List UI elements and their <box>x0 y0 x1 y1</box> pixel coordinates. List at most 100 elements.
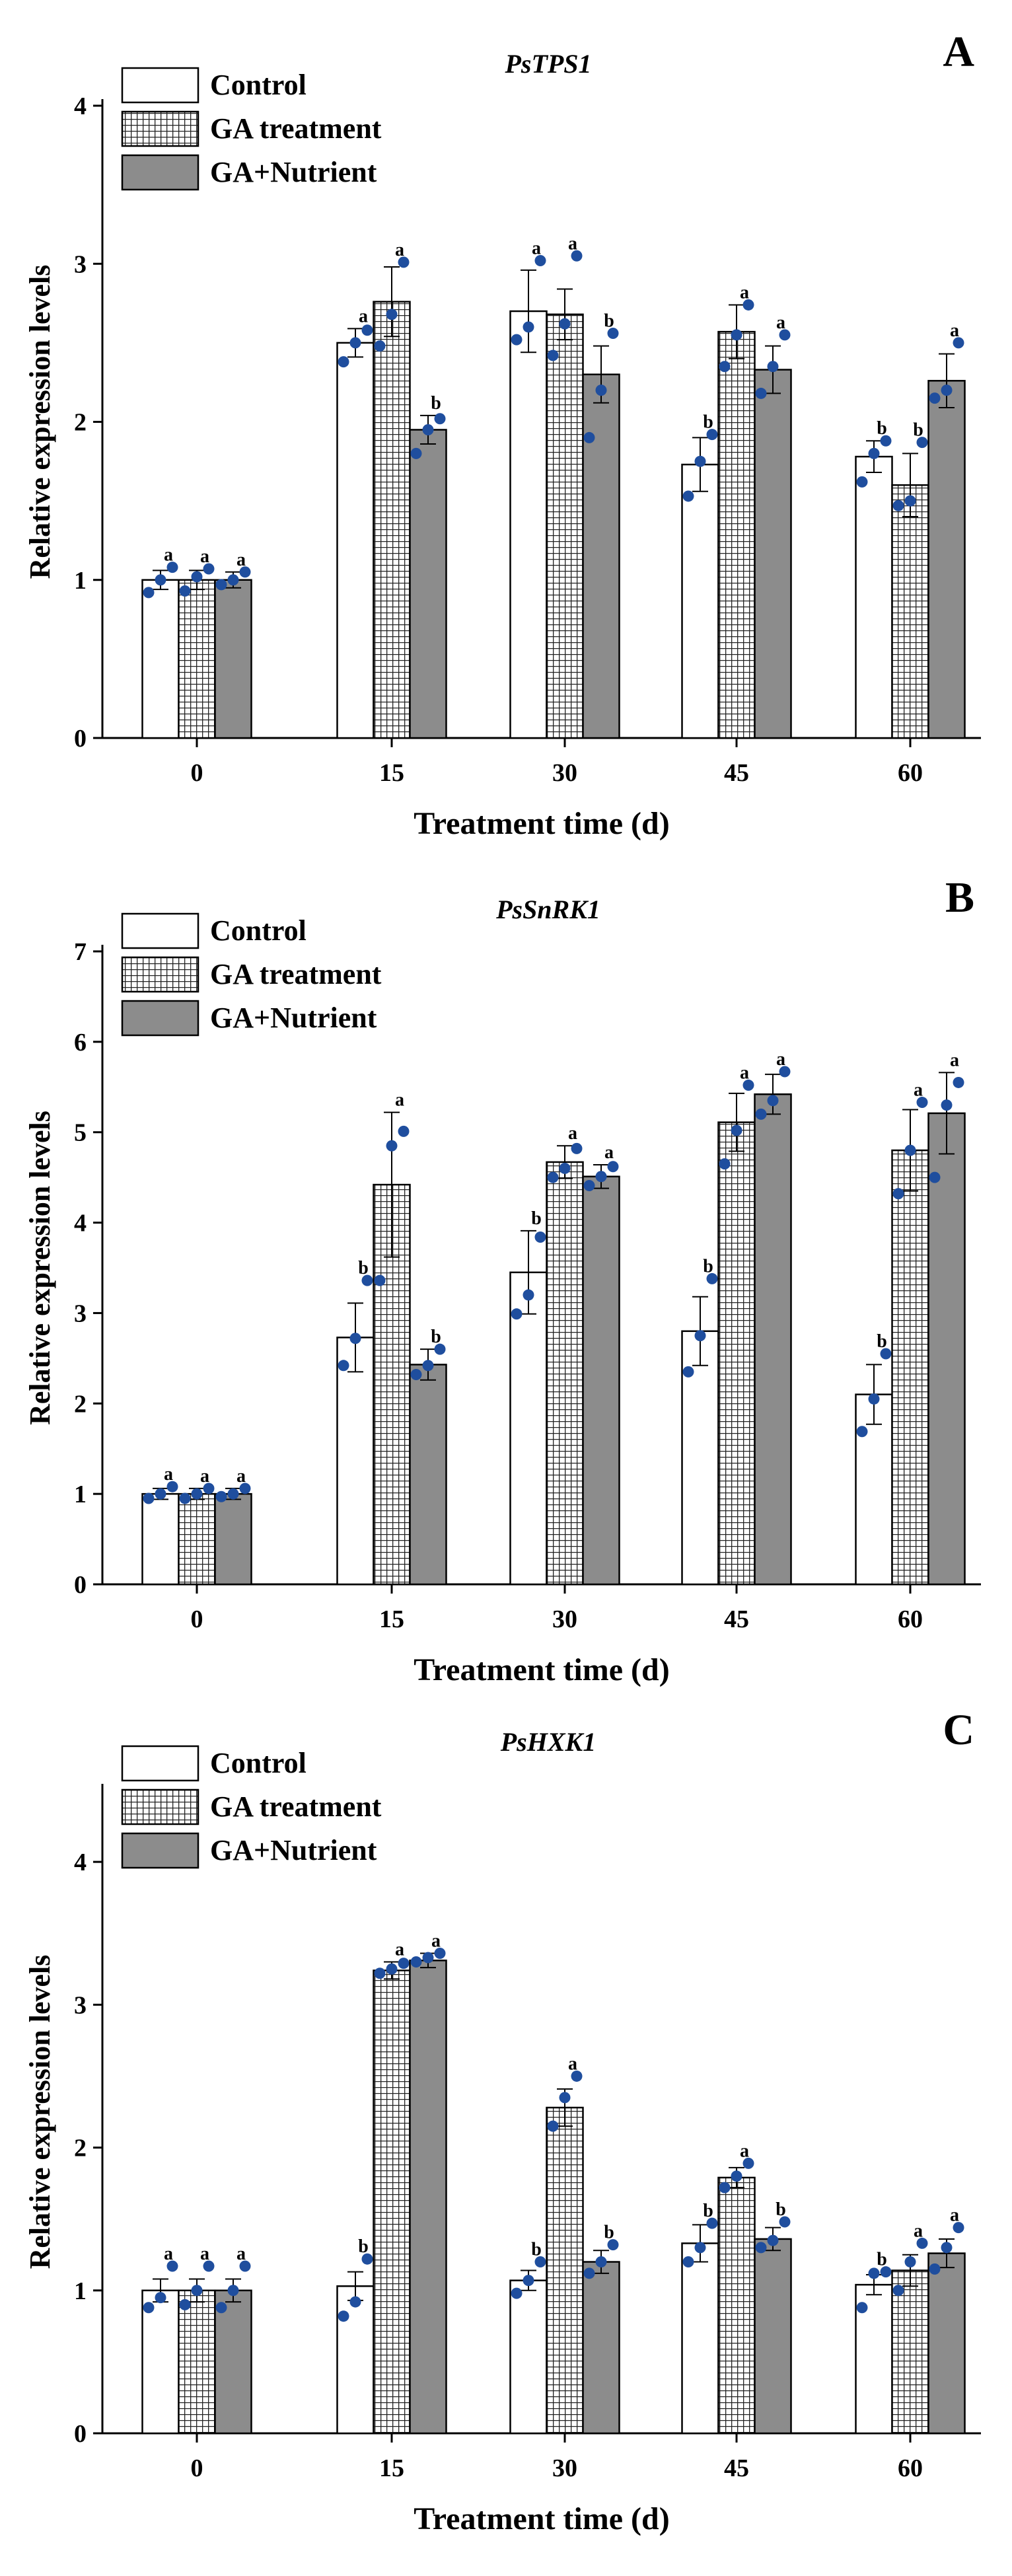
significance-letter: a <box>776 1049 785 1070</box>
data-point <box>349 337 361 349</box>
data-point <box>868 1393 880 1405</box>
y-tick-label: 4 <box>74 92 87 120</box>
bar-ga-nutrient-60 <box>927 1112 966 1586</box>
significance-letter: a <box>395 240 404 260</box>
x-tick-label: 30 <box>552 2454 577 2482</box>
bar-control-60 <box>855 455 893 739</box>
bar-ga-treatment-30 <box>546 1161 584 1586</box>
significance-letter: a <box>914 2221 923 2241</box>
legend-label-control: Control <box>210 69 307 101</box>
data-point <box>143 2302 155 2314</box>
data-point <box>767 361 779 373</box>
data-point <box>511 1308 523 1320</box>
data-point <box>694 2242 706 2254</box>
legend-label-ga-treatment: GA treatment <box>210 1790 382 1823</box>
data-point <box>410 1956 422 1968</box>
data-point <box>239 566 251 578</box>
data-point <box>349 1333 361 1344</box>
data-point <box>215 2302 227 2314</box>
legend-swatch-ga-treatment <box>121 956 199 993</box>
data-point <box>239 1483 251 1494</box>
data-point <box>731 1124 742 1136</box>
data-point <box>571 2070 583 2082</box>
data-point <box>349 2296 361 2308</box>
data-point <box>595 2256 607 2268</box>
data-point <box>422 1952 434 1964</box>
bar-ga-nutrient-0 <box>214 1492 252 1586</box>
significance-letter: a <box>236 2244 246 2264</box>
data-point <box>227 2285 239 2297</box>
y-tick-label: 1 <box>74 2277 87 2305</box>
data-point <box>880 1348 892 1360</box>
data-point <box>203 2260 215 2272</box>
data-point <box>755 387 767 399</box>
significance-letter: b <box>776 2199 786 2220</box>
data-point <box>534 254 546 266</box>
data-point <box>239 2260 251 2272</box>
bar-ga-treatment-0 <box>178 579 216 739</box>
data-point <box>953 1076 964 1088</box>
legend-swatch-control <box>121 67 199 104</box>
data-point <box>191 1488 203 1500</box>
significance-letter: a <box>359 306 368 326</box>
bar-ga-treatment-45 <box>717 1121 756 1586</box>
significance-letter: b <box>604 311 614 332</box>
data-point <box>227 1488 239 1500</box>
significance-letter: a <box>236 1466 246 1487</box>
legend-label-control: Control <box>210 1747 307 1779</box>
bar-control-15 <box>336 1337 375 1586</box>
legend-swatch-control <box>121 1745 199 1782</box>
data-point <box>227 574 239 586</box>
data-point <box>571 250 583 262</box>
bar-ga-treatment-15 <box>373 1969 411 2435</box>
y-tick-label: 7 <box>74 938 87 966</box>
data-point <box>742 2157 754 2169</box>
data-point <box>892 1188 904 1200</box>
significance-letter: a <box>395 1090 404 1111</box>
x-tick-label: 15 <box>379 2454 404 2482</box>
significance-letter: b <box>913 420 923 441</box>
significance-letter: a <box>914 1080 923 1101</box>
data-point <box>338 1360 349 1372</box>
data-point <box>410 447 422 459</box>
data-point <box>511 334 523 346</box>
data-point <box>410 1368 422 1380</box>
data-point <box>694 1330 706 1342</box>
bar-ga-treatment-60 <box>891 2269 929 2435</box>
bar-ga-treatment-0 <box>178 1492 216 1586</box>
data-point <box>767 2234 779 2246</box>
y-tick-label: 4 <box>74 1210 87 1237</box>
panel-c: C PsHXK1 0 1 2 3 4 0 15 30 45 60 Treatment time (d) R… <box>24 1706 981 2536</box>
data-point <box>682 1366 694 1378</box>
data-point <box>742 299 754 311</box>
bar-ga-nutrient-45 <box>754 369 792 739</box>
gene-title: PsHXK1 <box>500 1727 596 1757</box>
x-tick-label: 60 <box>898 2454 923 2482</box>
x-tick-label: 0 <box>191 759 203 787</box>
data-point <box>742 1080 754 1091</box>
data-point <box>868 447 880 459</box>
legend-label-ga-nutrient: GA+Nutrient <box>210 156 377 188</box>
bar-control-30 <box>509 310 548 739</box>
significance-letter: b <box>431 1327 441 1347</box>
significance-letter: b <box>531 2240 542 2260</box>
significance-letter: a <box>164 2244 173 2264</box>
data-point <box>682 490 694 502</box>
significance-letter: a <box>431 1931 441 1951</box>
data-point <box>559 318 571 330</box>
legend-label-ga-nutrient: GA+Nutrient <box>210 1834 377 1866</box>
data-point <box>694 455 706 467</box>
panel-letter: B <box>945 873 974 922</box>
bar-ga-nutrient-0 <box>214 579 252 739</box>
data-point <box>215 1490 227 1502</box>
data-point <box>916 2237 928 2249</box>
significance-letter: a <box>740 2141 749 2161</box>
significance-letter: b <box>877 418 887 439</box>
data-point <box>706 1272 718 1284</box>
significance-letter: b <box>877 2250 887 2270</box>
legend-label-ga-treatment: GA treatment <box>210 958 382 990</box>
y-tick-label: 1 <box>74 567 87 595</box>
bar-ga-nutrient-30 <box>582 1175 620 1586</box>
data-point <box>523 2275 534 2287</box>
significance-letter: b <box>604 2223 614 2243</box>
